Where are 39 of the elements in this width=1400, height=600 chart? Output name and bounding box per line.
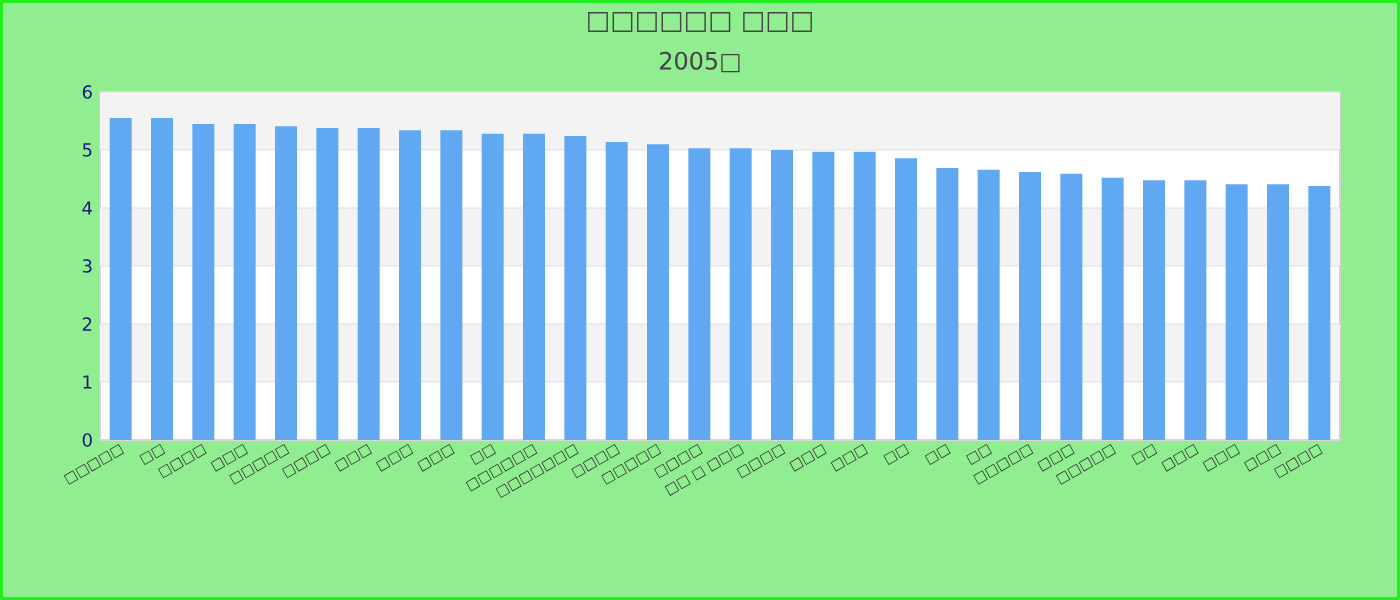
- bar: [1019, 172, 1042, 440]
- bar: [605, 141, 628, 440]
- bar: [399, 130, 422, 440]
- bar: [1184, 180, 1207, 440]
- bar: [233, 123, 256, 440]
- bar: [647, 144, 670, 440]
- bar: [729, 148, 752, 440]
- bar: [316, 127, 339, 440]
- bar: [1225, 184, 1248, 440]
- bar: [523, 133, 546, 440]
- bar: [357, 127, 380, 440]
- bar: [1267, 184, 1290, 440]
- bar: [192, 123, 215, 440]
- bar: [977, 169, 1000, 440]
- y-tick-label: 6: [82, 85, 92, 99]
- y-tick-label: 5: [82, 143, 92, 157]
- bar: [812, 151, 835, 440]
- y-tick-label: 0: [82, 433, 92, 447]
- bar: [1060, 173, 1083, 440]
- bar: [109, 118, 132, 440]
- bar: [1101, 177, 1124, 440]
- bar: [936, 167, 959, 440]
- chart-title: □□□□□□ □□□: [588, 12, 812, 32]
- chart-subtitle: 2005□: [660, 51, 740, 73]
- bar: [440, 130, 463, 440]
- bar: [275, 126, 298, 440]
- bar: [481, 133, 504, 440]
- bar: [688, 148, 711, 440]
- bar: [771, 150, 794, 440]
- bar: [564, 136, 587, 440]
- y-tick-label: 1: [83, 375, 92, 389]
- y-tick-label: 3: [82, 259, 92, 273]
- y-tick-label: 4: [82, 201, 92, 215]
- bar: [1308, 185, 1331, 440]
- bar: [1143, 180, 1166, 440]
- bar: [853, 151, 876, 440]
- bar: [895, 158, 918, 440]
- y-tick-label: 2: [82, 317, 92, 331]
- bar: [151, 118, 174, 440]
